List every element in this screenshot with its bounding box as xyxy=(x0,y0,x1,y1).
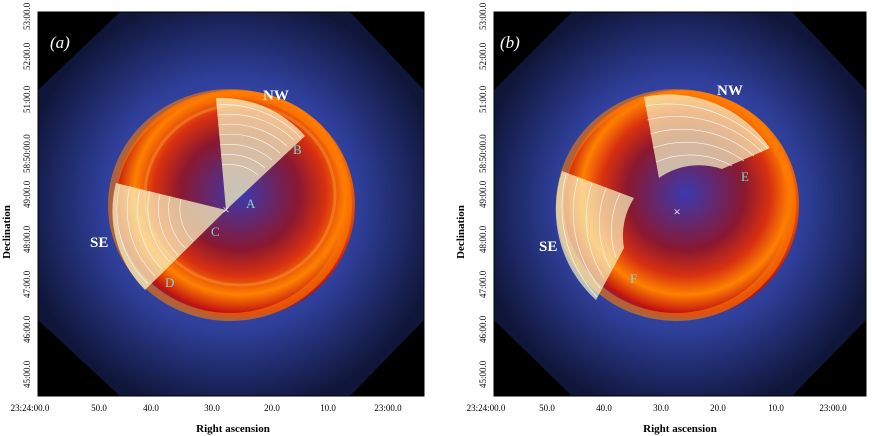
feature-label-e: E xyxy=(741,169,749,184)
panel-a: × (a) NW SE A B C D 45:00.0 46:00.0 47:0… xyxy=(1,2,425,435)
svg-text:49:00.0: 49:00.0 xyxy=(22,180,32,208)
svg-text:46:00.0: 46:00.0 xyxy=(478,315,488,343)
feature-label-c: C xyxy=(211,224,220,239)
x-axis-label: Right ascension xyxy=(196,423,270,435)
svg-text:48:00.0: 48:00.0 xyxy=(478,225,488,253)
svg-text:30.0: 30.0 xyxy=(204,403,220,413)
svg-text:40.0: 40.0 xyxy=(143,403,159,413)
panel-a-svg: × (a) NW SE A B C D 45:00.0 46:00.0 47:0… xyxy=(1,2,425,435)
se-sector xyxy=(112,183,226,290)
svg-text:48:00.0: 48:00.0 xyxy=(22,225,32,253)
panel-b: × (b) NW SE E F 45:00.0 46:00.0 47:00.0 … xyxy=(436,0,872,436)
panel-label: (b) xyxy=(500,33,520,52)
feature-label-d: D xyxy=(165,275,174,290)
x-tick-labels: 23:24:00.0 50.0 40.0 30.0 20.0 10.0 23:0… xyxy=(11,403,403,413)
svg-text:47:00.0: 47:00.0 xyxy=(22,270,32,298)
feature-label-b: B xyxy=(293,142,302,157)
y-tick-labels: 45:00.0 46:00.0 47:00.0 48:00.0 49:00.0 … xyxy=(478,2,488,388)
svg-text:52:00.0: 52:00.0 xyxy=(22,42,32,70)
se-region-label: SE xyxy=(539,239,557,255)
nw-region-label: NW xyxy=(263,88,289,104)
svg-text:23:00.0: 23:00.0 xyxy=(374,403,402,413)
se-sector xyxy=(555,171,634,300)
svg-text:10.0: 10.0 xyxy=(768,403,784,413)
svg-text:45:00.0: 45:00.0 xyxy=(22,360,32,388)
svg-text:10.0: 10.0 xyxy=(320,403,336,413)
se-region-label: SE xyxy=(90,235,108,251)
svg-text:50.0: 50.0 xyxy=(91,403,107,413)
x-ticks xyxy=(37,390,97,396)
svg-text:30.0: 30.0 xyxy=(653,403,669,413)
center-marker: × xyxy=(222,202,229,217)
x-tick-labels: 23:24:00.0 50.0 40.0 30.0 20.0 10.0 23:0… xyxy=(467,403,848,413)
svg-text:51:00.0: 51:00.0 xyxy=(478,85,488,113)
axes-frame xyxy=(493,11,867,397)
svg-text:53:00.0: 53:00.0 xyxy=(478,2,488,30)
x-axis-label: Right ascension xyxy=(643,423,717,435)
nw-sector xyxy=(644,94,770,178)
svg-text:49:00.0: 49:00.0 xyxy=(478,180,488,208)
svg-text:23:24:00.0: 23:24:00.0 xyxy=(467,403,506,413)
svg-text:53:00.0: 53:00.0 xyxy=(22,2,32,30)
y-axis-label: Declination xyxy=(1,205,13,259)
svg-text:46:00.0: 46:00.0 xyxy=(22,315,32,343)
svg-text:20.0: 20.0 xyxy=(710,403,726,413)
svg-text:52:00.0: 52:00.0 xyxy=(478,42,488,70)
y-tick-labels: 45:00.0 46:00.0 47:00.0 48:00.0 49:00.0 … xyxy=(22,2,32,388)
panel-label: (a) xyxy=(50,33,70,52)
svg-text:51:00.0: 51:00.0 xyxy=(22,85,32,113)
y-axis-label: Declination xyxy=(455,205,467,259)
nw-region-label: NW xyxy=(717,83,743,99)
svg-text:23:24:00.0: 23:24:00.0 xyxy=(11,403,50,413)
svg-text:47:00.0: 47:00.0 xyxy=(478,270,488,298)
remnant-shell xyxy=(115,90,355,320)
remnant-rim xyxy=(108,89,352,321)
feature-label-f: F xyxy=(630,271,637,286)
svg-text:58:50:00.0: 58:50:00.0 xyxy=(478,134,488,173)
svg-text:20.0: 20.0 xyxy=(264,403,280,413)
svg-text:58:50:00.0: 58:50:00.0 xyxy=(22,134,32,173)
svg-text:23:00.0: 23:00.0 xyxy=(819,403,847,413)
axes-frame xyxy=(37,11,425,397)
nw-sector xyxy=(215,97,305,210)
feature-label-a: A xyxy=(246,196,256,211)
svg-text:40.0: 40.0 xyxy=(596,403,612,413)
panel-b-svg: × (b) NW SE E F 45:00.0 46:00.0 47:00.0 … xyxy=(455,2,867,435)
svg-text:50.0: 50.0 xyxy=(539,403,555,413)
svg-text:45:00.0: 45:00.0 xyxy=(478,360,488,388)
center-marker: × xyxy=(673,204,680,219)
